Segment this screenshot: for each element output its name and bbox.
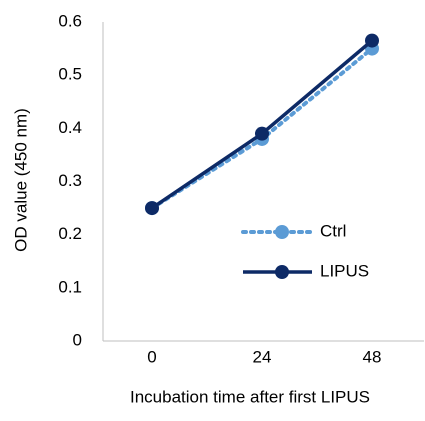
data-point <box>365 33 379 48</box>
legend-label: LIPUS <box>320 261 369 280</box>
legend-marker <box>275 265 289 279</box>
legend-label: Ctrl <box>320 221 346 240</box>
y-tick-label: 0.6 <box>58 11 82 30</box>
legend-marker <box>275 225 289 239</box>
y-axis-label: OD value (450 nm) <box>11 108 30 252</box>
y-tick-label: 0.2 <box>58 224 82 243</box>
y-tick-label: 0.3 <box>58 171 82 190</box>
data-point <box>145 201 159 216</box>
data-point <box>255 126 269 141</box>
series-line <box>151 39 374 210</box>
y-tick-label: 0 <box>73 330 82 349</box>
x-tick-label: 0 <box>147 347 156 366</box>
x-tick-label: 48 <box>363 347 382 366</box>
y-tick-label: 0.1 <box>58 277 82 296</box>
y-tick-label: 0.4 <box>58 118 82 137</box>
x-tick-label: 24 <box>253 347 272 366</box>
y-tick-label: 0.5 <box>58 65 82 84</box>
x-axis-label: Incubation time after first LIPUS <box>130 387 370 406</box>
